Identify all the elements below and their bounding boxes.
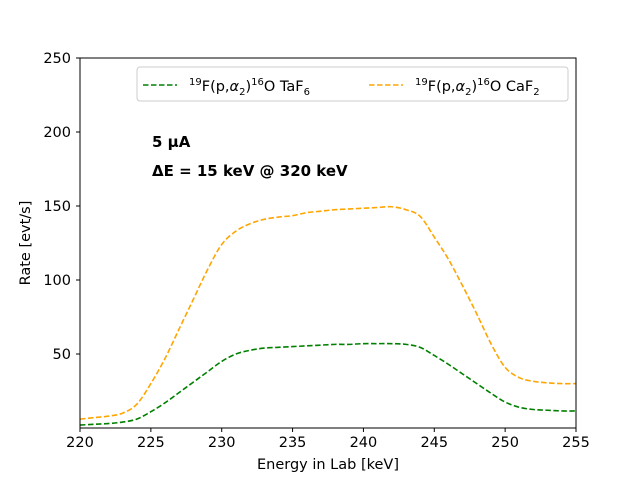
y-tick-label: 50 [53,347,71,363]
y-tick-label: 200 [43,125,71,141]
x-tick-label: 240 [350,435,378,451]
series-layer [79,205,577,426]
x-tick-label: 225 [137,435,165,451]
y-axis-label: Rate [evt/s] [18,201,34,286]
y-tick-label: 250 [43,51,71,67]
y-tick-label: 100 [43,273,71,289]
legend-box [136,66,569,102]
annotation-energy-resolution: ΔE = 15 keV @ 320 keV [152,162,348,180]
legend-label-taf6: 19F(p,α2)16O TaF6 [189,77,310,98]
x-tick-label: 220 [66,435,94,451]
x-tick-label: 235 [279,435,307,451]
tick-layer: 220 225 230 235 240 245 250 255 50 100 150 200 250 [43,51,590,451]
plot-frame [79,57,577,429]
x-tick-label: 245 [420,435,448,451]
x-axis-label: Energy in Lab [keV] [257,457,399,473]
legend-label-caf2: 19F(p,α2)16O CaF2 [415,77,540,98]
annotation-current: 5 μA [152,133,191,151]
series-line-caf2 [79,205,577,420]
y-tick-label: 150 [43,199,71,215]
x-tick-label: 250 [491,435,519,451]
x-tick-label: 230 [208,435,236,451]
x-tick-label: 255 [562,435,590,451]
series-line-taf6 [79,342,577,426]
legend: 19F(p,α2)16O TaF6 19F(p,α2)16O CaF2 [136,66,569,102]
